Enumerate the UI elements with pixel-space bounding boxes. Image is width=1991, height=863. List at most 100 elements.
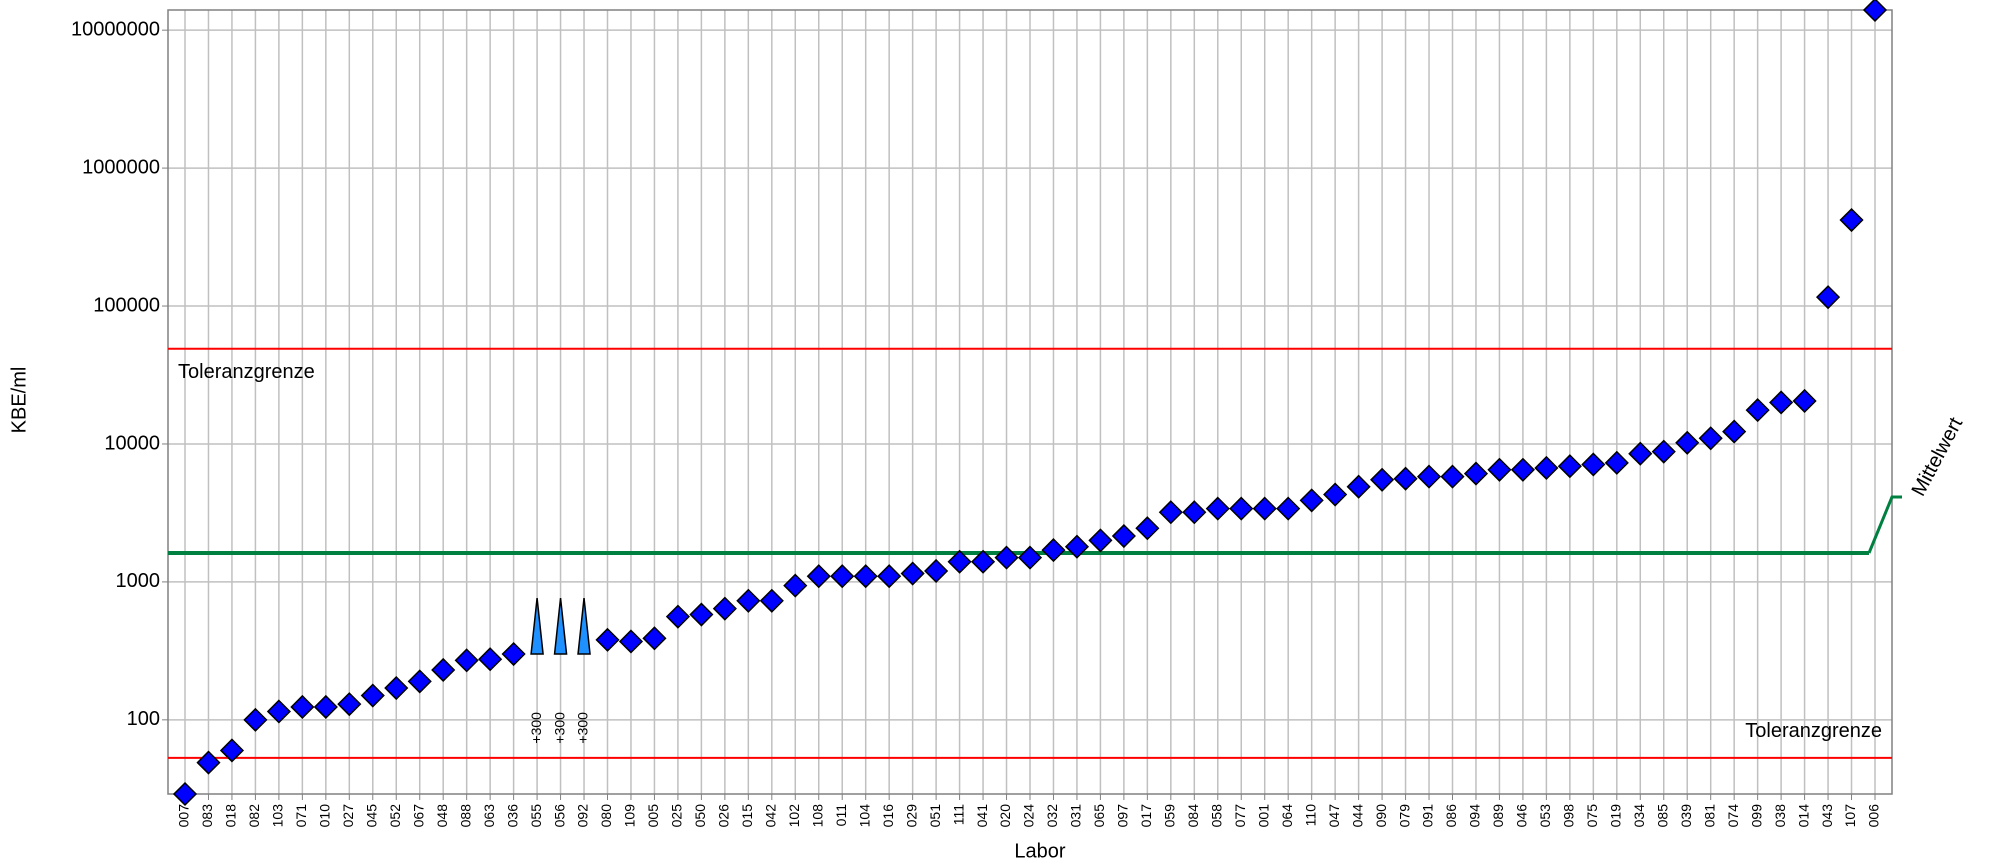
x-tick-label: 108 — [809, 804, 825, 828]
x-tick-label: 058 — [1208, 804, 1224, 828]
lower-bound-marker — [577, 597, 591, 655]
x-tick-label: 091 — [1420, 804, 1436, 828]
y-tick-label: 1000 — [116, 570, 161, 592]
data-point — [1839, 208, 1864, 233]
data-point — [1815, 285, 1841, 310]
data-point — [1440, 464, 1465, 489]
x-tick-label: 026 — [716, 804, 732, 828]
data-point — [1581, 452, 1606, 477]
x-tick-label: 032 — [1044, 804, 1060, 828]
data-point — [947, 549, 972, 574]
x-tick-label: 046 — [1514, 804, 1530, 828]
y-tick-label: 1000000 — [82, 156, 160, 178]
data-point — [1557, 454, 1582, 479]
data-point — [1182, 500, 1207, 525]
x-tick-label: 063 — [481, 804, 497, 828]
x-tick-label: 043 — [1819, 804, 1835, 828]
data-point — [243, 707, 268, 732]
x-tick-label: 111 — [950, 804, 966, 825]
lower-bound-marker — [530, 597, 544, 655]
x-tick-label: 107 — [1842, 804, 1858, 828]
x-tick-label: 042 — [763, 804, 779, 828]
y-tick-label: 10000 — [104, 432, 160, 454]
lower-bound-marker — [553, 597, 568, 655]
data-point — [1651, 439, 1676, 464]
data-point — [1064, 534, 1090, 559]
data-point — [1229, 496, 1254, 521]
x-tick-label: 006 — [1866, 804, 1882, 828]
x-tick-label: 016 — [880, 804, 896, 828]
data-point — [1393, 466, 1418, 491]
data-point — [1698, 426, 1723, 451]
data-point — [595, 627, 620, 652]
data-point — [313, 694, 338, 720]
x-tick-label: 050 — [692, 804, 708, 828]
data-point — [1370, 467, 1395, 492]
x-tick-label: 088 — [457, 804, 473, 828]
data-point — [454, 648, 479, 673]
x-tick-label: 048 — [434, 804, 450, 828]
reference-label: Mittelwert — [1908, 414, 1968, 500]
data-point — [478, 647, 503, 672]
data-point — [1276, 496, 1301, 521]
data-point — [1323, 482, 1348, 507]
data-point — [783, 573, 808, 598]
data-point — [1416, 464, 1442, 489]
x-tick-label: 007 — [176, 804, 192, 828]
data-point — [665, 604, 690, 629]
x-tick-label: 097 — [1115, 804, 1131, 828]
data-point — [1862, 0, 1888, 23]
data-point — [1346, 474, 1371, 499]
data-point — [618, 629, 644, 654]
reference-label: Toleranzgrenze — [1745, 720, 1882, 742]
x-tick-label: 110 — [1302, 804, 1318, 827]
x-tick-label: 024 — [1021, 804, 1037, 828]
lower-bound-label: +300 — [528, 712, 544, 744]
data-point — [994, 545, 1019, 570]
data-point — [501, 641, 526, 667]
data-point — [172, 781, 198, 807]
data-point — [360, 683, 385, 708]
data-point — [853, 564, 878, 589]
data-point — [1534, 455, 1559, 481]
data-point — [689, 602, 714, 627]
data-point — [219, 738, 245, 763]
data-point — [1463, 461, 1489, 486]
data-point — [290, 694, 315, 720]
x-tick-label: 015 — [739, 804, 755, 828]
x-tick-label: 080 — [598, 804, 614, 828]
data-point — [877, 564, 902, 589]
x-tick-label: 094 — [1467, 804, 1483, 828]
x-tick-label: 056 — [551, 804, 567, 828]
x-tick-label: 051 — [927, 804, 943, 828]
y-tick-label: 100 — [127, 708, 160, 730]
data-point — [384, 675, 409, 701]
x-tick-label: 029 — [903, 804, 919, 828]
x-tick-label: 020 — [997, 804, 1013, 828]
lower-bound-label: +300 — [575, 712, 591, 744]
data-point — [1487, 457, 1512, 482]
data-point — [196, 750, 221, 775]
data-point — [1111, 523, 1136, 549]
data-point — [1628, 441, 1653, 466]
x-tick-label: 067 — [410, 804, 426, 828]
x-tick-label: 011 — [833, 804, 849, 827]
reference-label: Toleranzgrenze — [178, 361, 315, 383]
y-tick-label: 10000000 — [71, 18, 160, 40]
data-point — [1722, 419, 1747, 444]
x-tick-label: 034 — [1631, 804, 1647, 828]
data-point — [1135, 516, 1160, 541]
data-point — [806, 564, 831, 589]
x-tick-label: 083 — [199, 804, 215, 828]
x-axis-label: Labor — [1014, 840, 1065, 862]
x-tick-label: 065 — [1091, 804, 1107, 828]
x-tick-label: 027 — [340, 804, 356, 828]
x-tick-label: 014 — [1795, 804, 1811, 828]
data-point — [1604, 450, 1629, 475]
x-tick-label: 074 — [1725, 804, 1741, 828]
data-point — [830, 564, 855, 589]
x-tick-label: 103 — [270, 804, 286, 828]
x-tick-label: 041 — [974, 804, 990, 828]
data-point — [1510, 457, 1535, 482]
